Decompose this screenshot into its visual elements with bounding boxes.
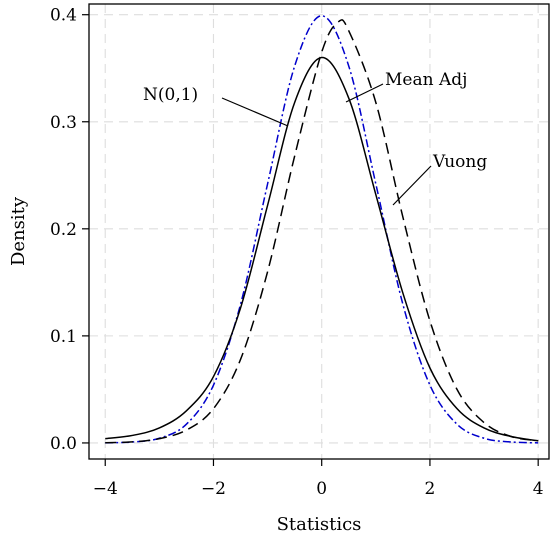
y-tick-label: 0.2 bbox=[50, 220, 77, 240]
grid-lines bbox=[89, 4, 549, 459]
annotation-mean-adj: Mean Adj bbox=[385, 70, 467, 90]
curve-annotations: N(0,1) Mean Adj Vuong bbox=[143, 70, 487, 206]
annotation-leader-vuong bbox=[392, 165, 432, 206]
x-tick-label: 0 bbox=[316, 479, 327, 499]
annotation-n01: N(0,1) bbox=[143, 85, 198, 105]
y-tick-label: 0.0 bbox=[50, 434, 77, 454]
axis-ticks: −4 −2 0 2 4 0.0 0.1 0.2 0.3 0.4 bbox=[50, 6, 544, 499]
annotation-vuong: Vuong bbox=[432, 152, 487, 172]
x-tick-label: 2 bbox=[425, 479, 436, 499]
y-tick-label: 0.4 bbox=[50, 6, 77, 26]
x-tick-label: −4 bbox=[93, 479, 118, 499]
annotation-leader-n01 bbox=[221, 97, 289, 127]
y-tick-label: 0.1 bbox=[50, 327, 77, 347]
y-tick-label: 0.3 bbox=[50, 113, 77, 133]
series-line-mean-adj bbox=[105, 56, 539, 442]
y-axis-label: Density bbox=[8, 196, 29, 266]
x-tick-label: 4 bbox=[533, 479, 544, 499]
series-line-vuong bbox=[105, 19, 539, 444]
series-lines bbox=[105, 15, 539, 444]
plot-frame bbox=[88, 3, 550, 460]
annotation-leader-mean-adj bbox=[345, 83, 384, 103]
x-axis-label: Statistics bbox=[277, 514, 362, 535]
series-line-n-0-1 bbox=[105, 15, 539, 444]
x-tick-label: −2 bbox=[201, 479, 226, 499]
